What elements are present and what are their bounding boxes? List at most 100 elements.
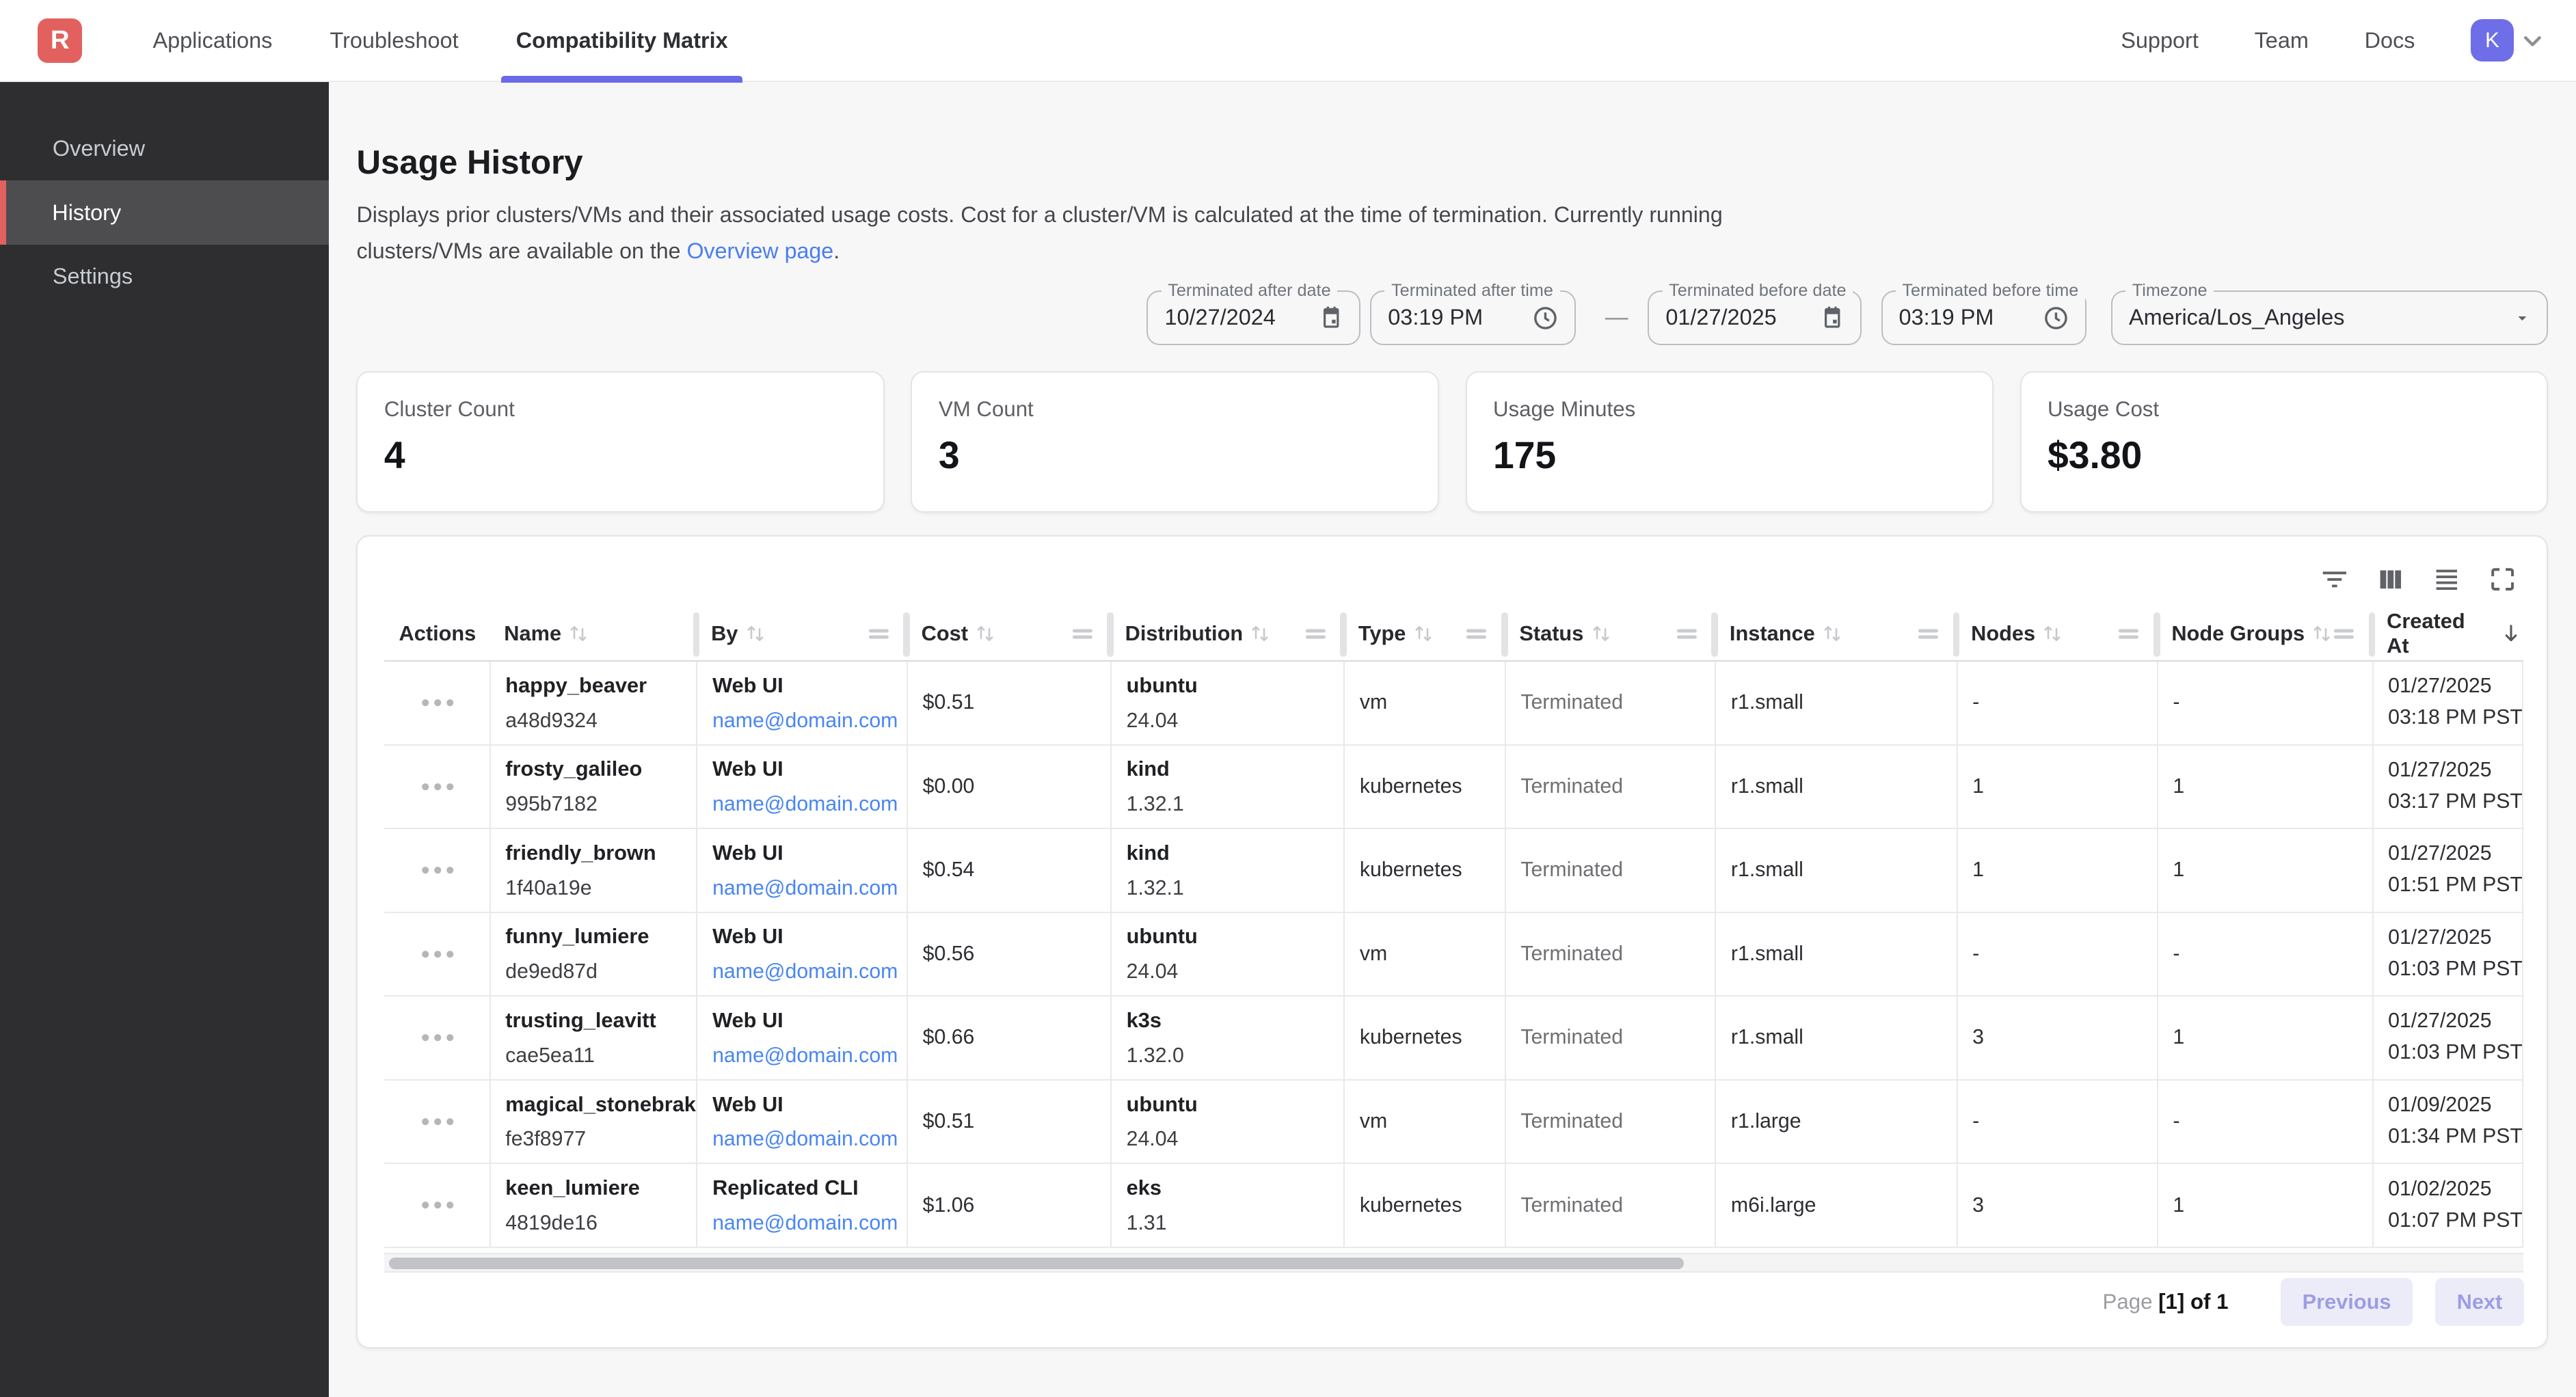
clock-icon[interactable] bbox=[1531, 304, 1559, 332]
calendar-icon[interactable] bbox=[1318, 305, 1344, 331]
drag-handle-icon[interactable] bbox=[1918, 624, 1939, 644]
row-actions-button[interactable] bbox=[384, 662, 489, 744]
drag-handle-icon[interactable] bbox=[1677, 624, 1697, 644]
row-actions-button[interactable] bbox=[384, 829, 489, 912]
sidebar-item-settings[interactable]: Settings bbox=[52, 264, 133, 289]
cell-by: Web UI name@domain.com bbox=[696, 996, 907, 1079]
column-header-name[interactable]: Name bbox=[489, 608, 700, 660]
cluster-name: trusting_leavitt bbox=[505, 1008, 656, 1032]
created-date: 01/09/2025 bbox=[2388, 1093, 2492, 1116]
column-resize-handle[interactable] bbox=[1711, 612, 1719, 657]
column-resize-handle[interactable] bbox=[1340, 612, 1347, 657]
distribution-version: 1.32.0 bbox=[1126, 1044, 1184, 1067]
columns-button[interactable] bbox=[2367, 556, 2413, 602]
cell-by: Replicated CLI name@domain.com bbox=[696, 1164, 907, 1247]
drag-handle-icon[interactable] bbox=[1072, 624, 1092, 644]
column-resize-handle[interactable] bbox=[693, 612, 700, 657]
stat-value: 4 bbox=[384, 433, 405, 476]
column-label: Actions bbox=[399, 621, 477, 646]
previous-page-button[interactable]: Previous bbox=[2281, 1278, 2413, 1326]
overview-page-link[interactable]: Overview page bbox=[686, 238, 834, 263]
created-by-email-link[interactable]: name@domain.com bbox=[712, 709, 898, 732]
terminated-before-date-field[interactable]: Terminated before date 01/27/2025 bbox=[1648, 280, 1862, 345]
column-resize-handle[interactable] bbox=[2368, 612, 2376, 657]
description-line1: Displays prior clusters/VMs and their as… bbox=[356, 202, 1723, 228]
column-resize-handle[interactable] bbox=[1107, 612, 1114, 657]
timezone-select[interactable]: Timezone America/Los_Angeles bbox=[2110, 280, 2549, 345]
sidebar-item-history[interactable]: History bbox=[0, 180, 329, 245]
terminated-after-date-field[interactable]: Terminated after date 10/27/2024 bbox=[1146, 280, 1360, 345]
cell-name: funny_lumiere de9ed87d bbox=[489, 912, 697, 996]
cluster-name: frosty_galileo bbox=[505, 757, 643, 781]
cell-node-groups: 1 bbox=[2156, 829, 2372, 912]
created-by-source: Replicated CLI bbox=[712, 1176, 859, 1200]
cell-nodes: - bbox=[1956, 662, 2157, 744]
column-resize-handle[interactable] bbox=[1501, 612, 1508, 657]
terminated-after-time-field[interactable]: Terminated after time 03:19 PM bbox=[1370, 280, 1576, 345]
column-resize-handle[interactable] bbox=[903, 612, 910, 657]
created-by-email-link[interactable]: name@domain.com bbox=[712, 1044, 898, 1067]
replicated-logo[interactable]: R bbox=[38, 18, 83, 63]
cell-distribution: ubuntu 24.04 bbox=[1110, 1080, 1343, 1163]
row-actions-button[interactable] bbox=[384, 1081, 489, 1163]
ellipsis-icon bbox=[421, 1202, 454, 1209]
drag-handle-icon[interactable] bbox=[2119, 624, 2139, 644]
density-button[interactable] bbox=[2424, 556, 2469, 602]
column-header-by[interactable]: By bbox=[696, 608, 910, 660]
created-time: 01:51 PM PST bbox=[2388, 873, 2523, 897]
pagination: Page [1] of 1 Previous Next bbox=[2103, 1278, 2524, 1326]
column-header-cost[interactable]: Cost bbox=[907, 608, 1114, 660]
row-actions-button[interactable] bbox=[384, 746, 489, 828]
created-by-email-link[interactable]: name@domain.com bbox=[712, 1211, 898, 1234]
column-header-node-groups[interactable]: Node Groups bbox=[2157, 608, 2376, 660]
drag-handle-icon[interactable] bbox=[1305, 624, 1326, 644]
cell-status: Terminated bbox=[1504, 1080, 1715, 1163]
column-label: Cost bbox=[921, 621, 968, 646]
fullscreen-button[interactable] bbox=[2480, 556, 2525, 602]
cell-status: Terminated bbox=[1504, 1164, 1715, 1247]
tab-troubleshoot[interactable]: Troubleshoot bbox=[330, 27, 459, 53]
cell-node-groups: - bbox=[2156, 662, 2372, 744]
drag-handle-icon[interactable] bbox=[1466, 624, 1487, 644]
tab-applications[interactable]: Applications bbox=[152, 27, 273, 53]
created-by-email-link[interactable]: name@domain.com bbox=[712, 1128, 898, 1151]
column-header-status[interactable]: Status bbox=[1505, 608, 1719, 660]
column-header-type[interactable]: Type bbox=[1343, 608, 1508, 660]
row-actions-button[interactable] bbox=[384, 913, 489, 996]
horizontal-scrollbar-track[interactable] bbox=[384, 1253, 2523, 1273]
column-header-distribution[interactable]: Distribution bbox=[1110, 608, 1347, 660]
column-resize-handle[interactable] bbox=[1953, 612, 1960, 657]
nav-link-support[interactable]: Support bbox=[2121, 27, 2199, 53]
column-resize-handle[interactable] bbox=[2153, 612, 2160, 657]
nav-link-docs[interactable]: Docs bbox=[2364, 27, 2415, 53]
avatar[interactable]: K bbox=[2471, 18, 2514, 62]
sidebar-item-overview[interactable]: Overview bbox=[52, 135, 146, 161]
row-actions-button[interactable] bbox=[384, 1164, 489, 1247]
ellipsis-icon bbox=[421, 1117, 454, 1126]
filter-button[interactable] bbox=[2312, 556, 2358, 602]
column-header-created-at[interactable]: Created At bbox=[2372, 608, 2523, 660]
cell-distribution: kind 1.32.1 bbox=[1110, 745, 1343, 828]
distribution-version: 24.04 bbox=[1126, 709, 1179, 732]
column-header-instance[interactable]: Instance bbox=[1715, 608, 1960, 660]
created-date: 01/27/2025 bbox=[2388, 925, 2492, 949]
tab-compatibility-matrix[interactable]: Compatibility Matrix bbox=[501, 0, 743, 83]
created-by-email-link[interactable]: name@domain.com bbox=[712, 960, 898, 984]
filter-icon bbox=[2323, 571, 2347, 588]
account-menu-button[interactable] bbox=[2519, 27, 2547, 55]
calendar-icon[interactable] bbox=[1819, 305, 1845, 331]
clock-icon[interactable] bbox=[2042, 304, 2070, 332]
filter-range-separator: — bbox=[1605, 304, 1628, 330]
nav-link-team[interactable]: Team bbox=[2254, 27, 2309, 53]
drag-handle-icon[interactable] bbox=[2334, 624, 2354, 644]
cluster-id: 995b7182 bbox=[505, 793, 598, 816]
column-header-nodes[interactable]: Nodes bbox=[1957, 608, 2160, 660]
terminated-before-time-field[interactable]: Terminated before time 03:19 PM bbox=[1881, 280, 2087, 345]
created-by-email-link[interactable]: name@domain.com bbox=[712, 876, 898, 899]
row-actions-button[interactable] bbox=[384, 996, 489, 1079]
drag-handle-icon[interactable] bbox=[868, 624, 889, 644]
horizontal-scrollbar-thumb[interactable] bbox=[389, 1257, 1684, 1269]
next-page-button[interactable]: Next bbox=[2435, 1278, 2524, 1326]
table-row-trusting-leavitt: trusting_leavitt cae5ea11 Web UI name@domai… bbox=[384, 996, 2523, 1081]
created-by-email-link[interactable]: name@domain.com bbox=[712, 793, 898, 816]
